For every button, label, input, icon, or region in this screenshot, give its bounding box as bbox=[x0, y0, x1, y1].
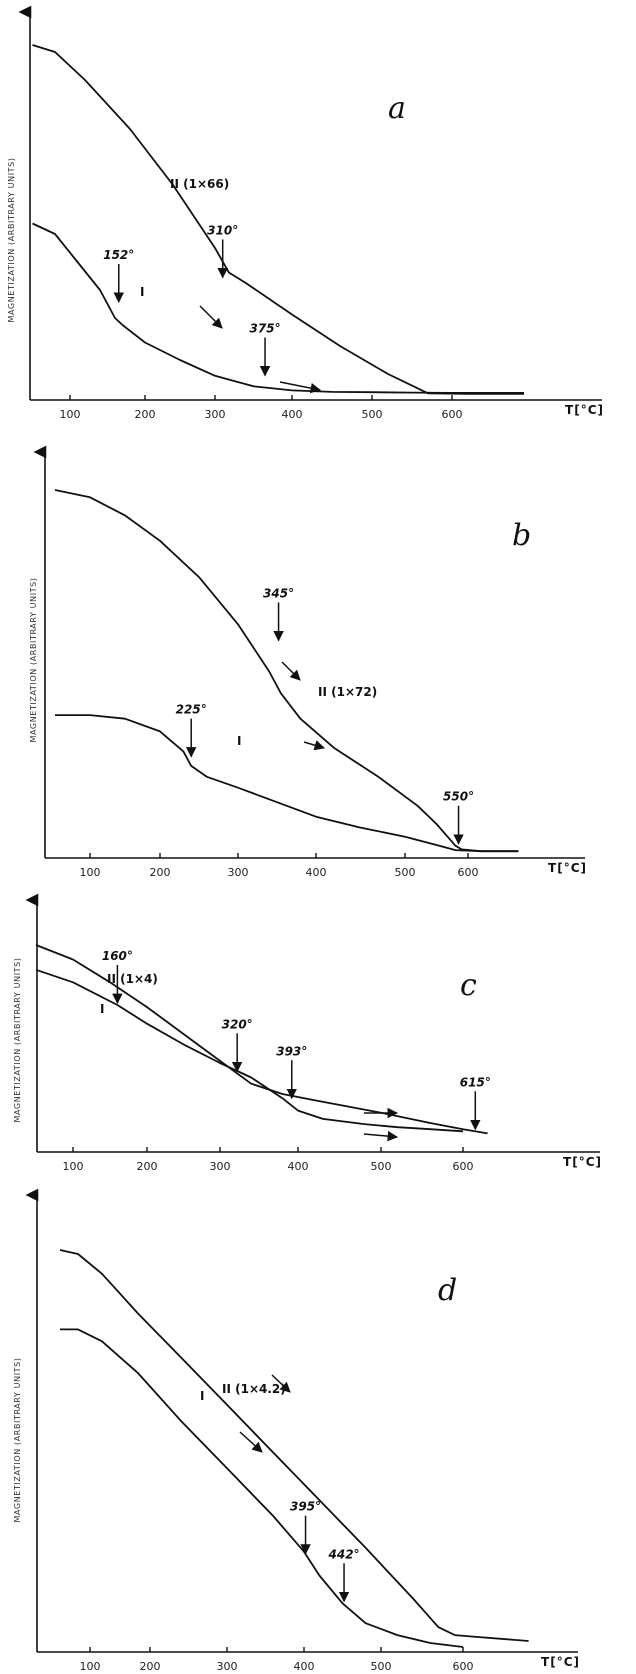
annotation-label: 225° bbox=[176, 703, 207, 717]
x-tick-label: 600 bbox=[453, 1660, 474, 1673]
x-tick-label: 600 bbox=[453, 1160, 474, 1173]
heating-direction-arrow bbox=[239, 1431, 263, 1453]
x-tick-label: 400 bbox=[294, 1660, 315, 1673]
x-tick-label: 200 bbox=[140, 1660, 161, 1673]
series-line-ii bbox=[32, 44, 524, 395]
series-label: I bbox=[140, 285, 144, 299]
annotation-label: 442° bbox=[328, 1547, 360, 1561]
chart-panel-a: 100 200 300 400 500 600 T[°C] MAGNETIZATION (AR… bbox=[7, 5, 604, 421]
x-tick-label: 200 bbox=[137, 1160, 158, 1173]
x-tick-label: 100 bbox=[80, 1660, 101, 1673]
series-label: I bbox=[200, 1389, 204, 1403]
panel-letter: d bbox=[438, 1273, 457, 1308]
heating-direction-arrow bbox=[271, 1374, 291, 1393]
series-line-ii bbox=[54, 489, 519, 853]
chart-panel-b: 100 200 300 400 500 600 T[°C] MAGNETIZATION (AR… bbox=[29, 445, 587, 879]
x-tick-label: 500 bbox=[395, 866, 416, 879]
x-tick-label: 400 bbox=[288, 1160, 309, 1173]
series-label: I bbox=[100, 1002, 104, 1016]
x-axis-label: T[°C] bbox=[548, 861, 587, 875]
annotation-label: 345° bbox=[263, 586, 294, 600]
heating-direction-arrow bbox=[303, 740, 326, 751]
x-tick-label: 100 bbox=[63, 1160, 84, 1173]
chart-panel-d: 100 200 300 400 500 600 T[°C] MAGNETIZATION (AR… bbox=[13, 1188, 580, 1673]
x-tick-label: 300 bbox=[217, 1660, 238, 1673]
annotation-label: 393° bbox=[276, 1044, 307, 1058]
x-tick-label: 100 bbox=[60, 408, 81, 421]
series-line-ii bbox=[59, 1249, 529, 1642]
x-axis-label: T[°C] bbox=[565, 403, 604, 417]
y-axis-label: MAGNETIZATION (ARBITRARY UNITS) bbox=[13, 1357, 22, 1522]
x-axis-label: T[°C] bbox=[563, 1155, 602, 1169]
series-label: II (1×72) bbox=[318, 685, 377, 699]
heating-direction-arrow bbox=[199, 305, 223, 329]
series-line-ii bbox=[35, 944, 488, 1135]
panel-letter: a bbox=[388, 91, 406, 126]
x-tick-label: 500 bbox=[362, 408, 383, 421]
series-label: II (1×66) bbox=[170, 177, 229, 191]
x-tick-label: 300 bbox=[228, 866, 249, 879]
x-tick-label: 300 bbox=[210, 1160, 231, 1173]
annotation-label: 550° bbox=[443, 790, 474, 804]
x-tick-label: 500 bbox=[371, 1660, 392, 1673]
heating-direction-arrow bbox=[363, 1130, 399, 1142]
annotation-label: 395° bbox=[290, 1500, 321, 1514]
series-line-i bbox=[35, 968, 464, 1133]
panel-letter: c bbox=[460, 968, 477, 1003]
annotation-label: 375° bbox=[250, 322, 281, 336]
x-tick-label: 600 bbox=[458, 866, 479, 879]
annotation-label: 152° bbox=[103, 248, 134, 262]
series-line-i bbox=[55, 714, 519, 853]
panel-letter: b bbox=[512, 518, 531, 553]
series-line-i bbox=[32, 222, 524, 394]
x-tick-label: 600 bbox=[442, 408, 463, 421]
y-axis-label: MAGNETIZATION (ARBITRARY UNITS) bbox=[13, 957, 22, 1122]
x-tick-label: 400 bbox=[306, 866, 327, 879]
series-label: II (1×4) bbox=[107, 972, 158, 986]
x-tick-label: 500 bbox=[371, 1160, 392, 1173]
x-tick-label: 200 bbox=[135, 408, 156, 421]
x-tick-label: 400 bbox=[282, 408, 303, 421]
annotation-label: 320° bbox=[222, 1017, 253, 1031]
series-line-i bbox=[60, 1328, 464, 1648]
heating-direction-arrow bbox=[281, 661, 301, 681]
y-axis-label: MAGNETIZATION (ARBITRARY UNITS) bbox=[29, 577, 38, 742]
annotation-label: 160° bbox=[102, 949, 133, 963]
annotation-label: 615° bbox=[460, 1075, 491, 1089]
chart-panel-c: 100 200 300 400 500 600 T[°C] MAGNETIZATION (AR… bbox=[13, 893, 602, 1173]
annotation-label: 310° bbox=[207, 224, 238, 238]
series-label: I bbox=[237, 734, 241, 748]
x-axis-label: T[°C] bbox=[541, 1655, 580, 1669]
x-tick-label: 200 bbox=[150, 866, 171, 879]
x-tick-label: 100 bbox=[80, 866, 101, 879]
x-tick-label: 300 bbox=[205, 408, 226, 421]
heating-direction-arrow bbox=[279, 381, 322, 394]
series-label: II (1×4.2) bbox=[222, 1382, 286, 1396]
y-axis-label: MAGNETIZATION (ARBITRARY UNITS) bbox=[7, 157, 16, 322]
